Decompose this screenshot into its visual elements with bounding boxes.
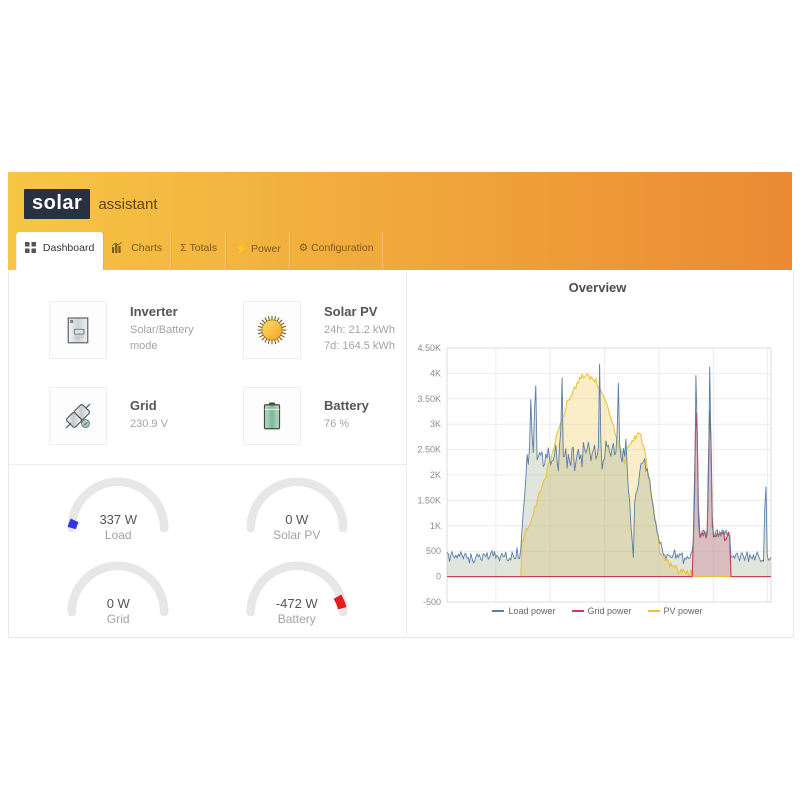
svg-text:1.50K: 1.50K (417, 495, 441, 505)
svg-text:1K: 1K (430, 521, 441, 531)
svg-text:3.50K: 3.50K (417, 394, 441, 404)
svg-text:0: 0 (436, 572, 441, 582)
svg-text:4.50K: 4.50K (417, 343, 441, 353)
svg-text:2K: 2K (430, 470, 441, 480)
svg-text:500: 500 (426, 546, 441, 556)
svg-text:2.50K: 2.50K (417, 445, 441, 455)
svg-text:4K: 4K (430, 368, 441, 378)
svg-text:-500: -500 (423, 597, 441, 605)
svg-text:3K: 3K (430, 419, 441, 429)
